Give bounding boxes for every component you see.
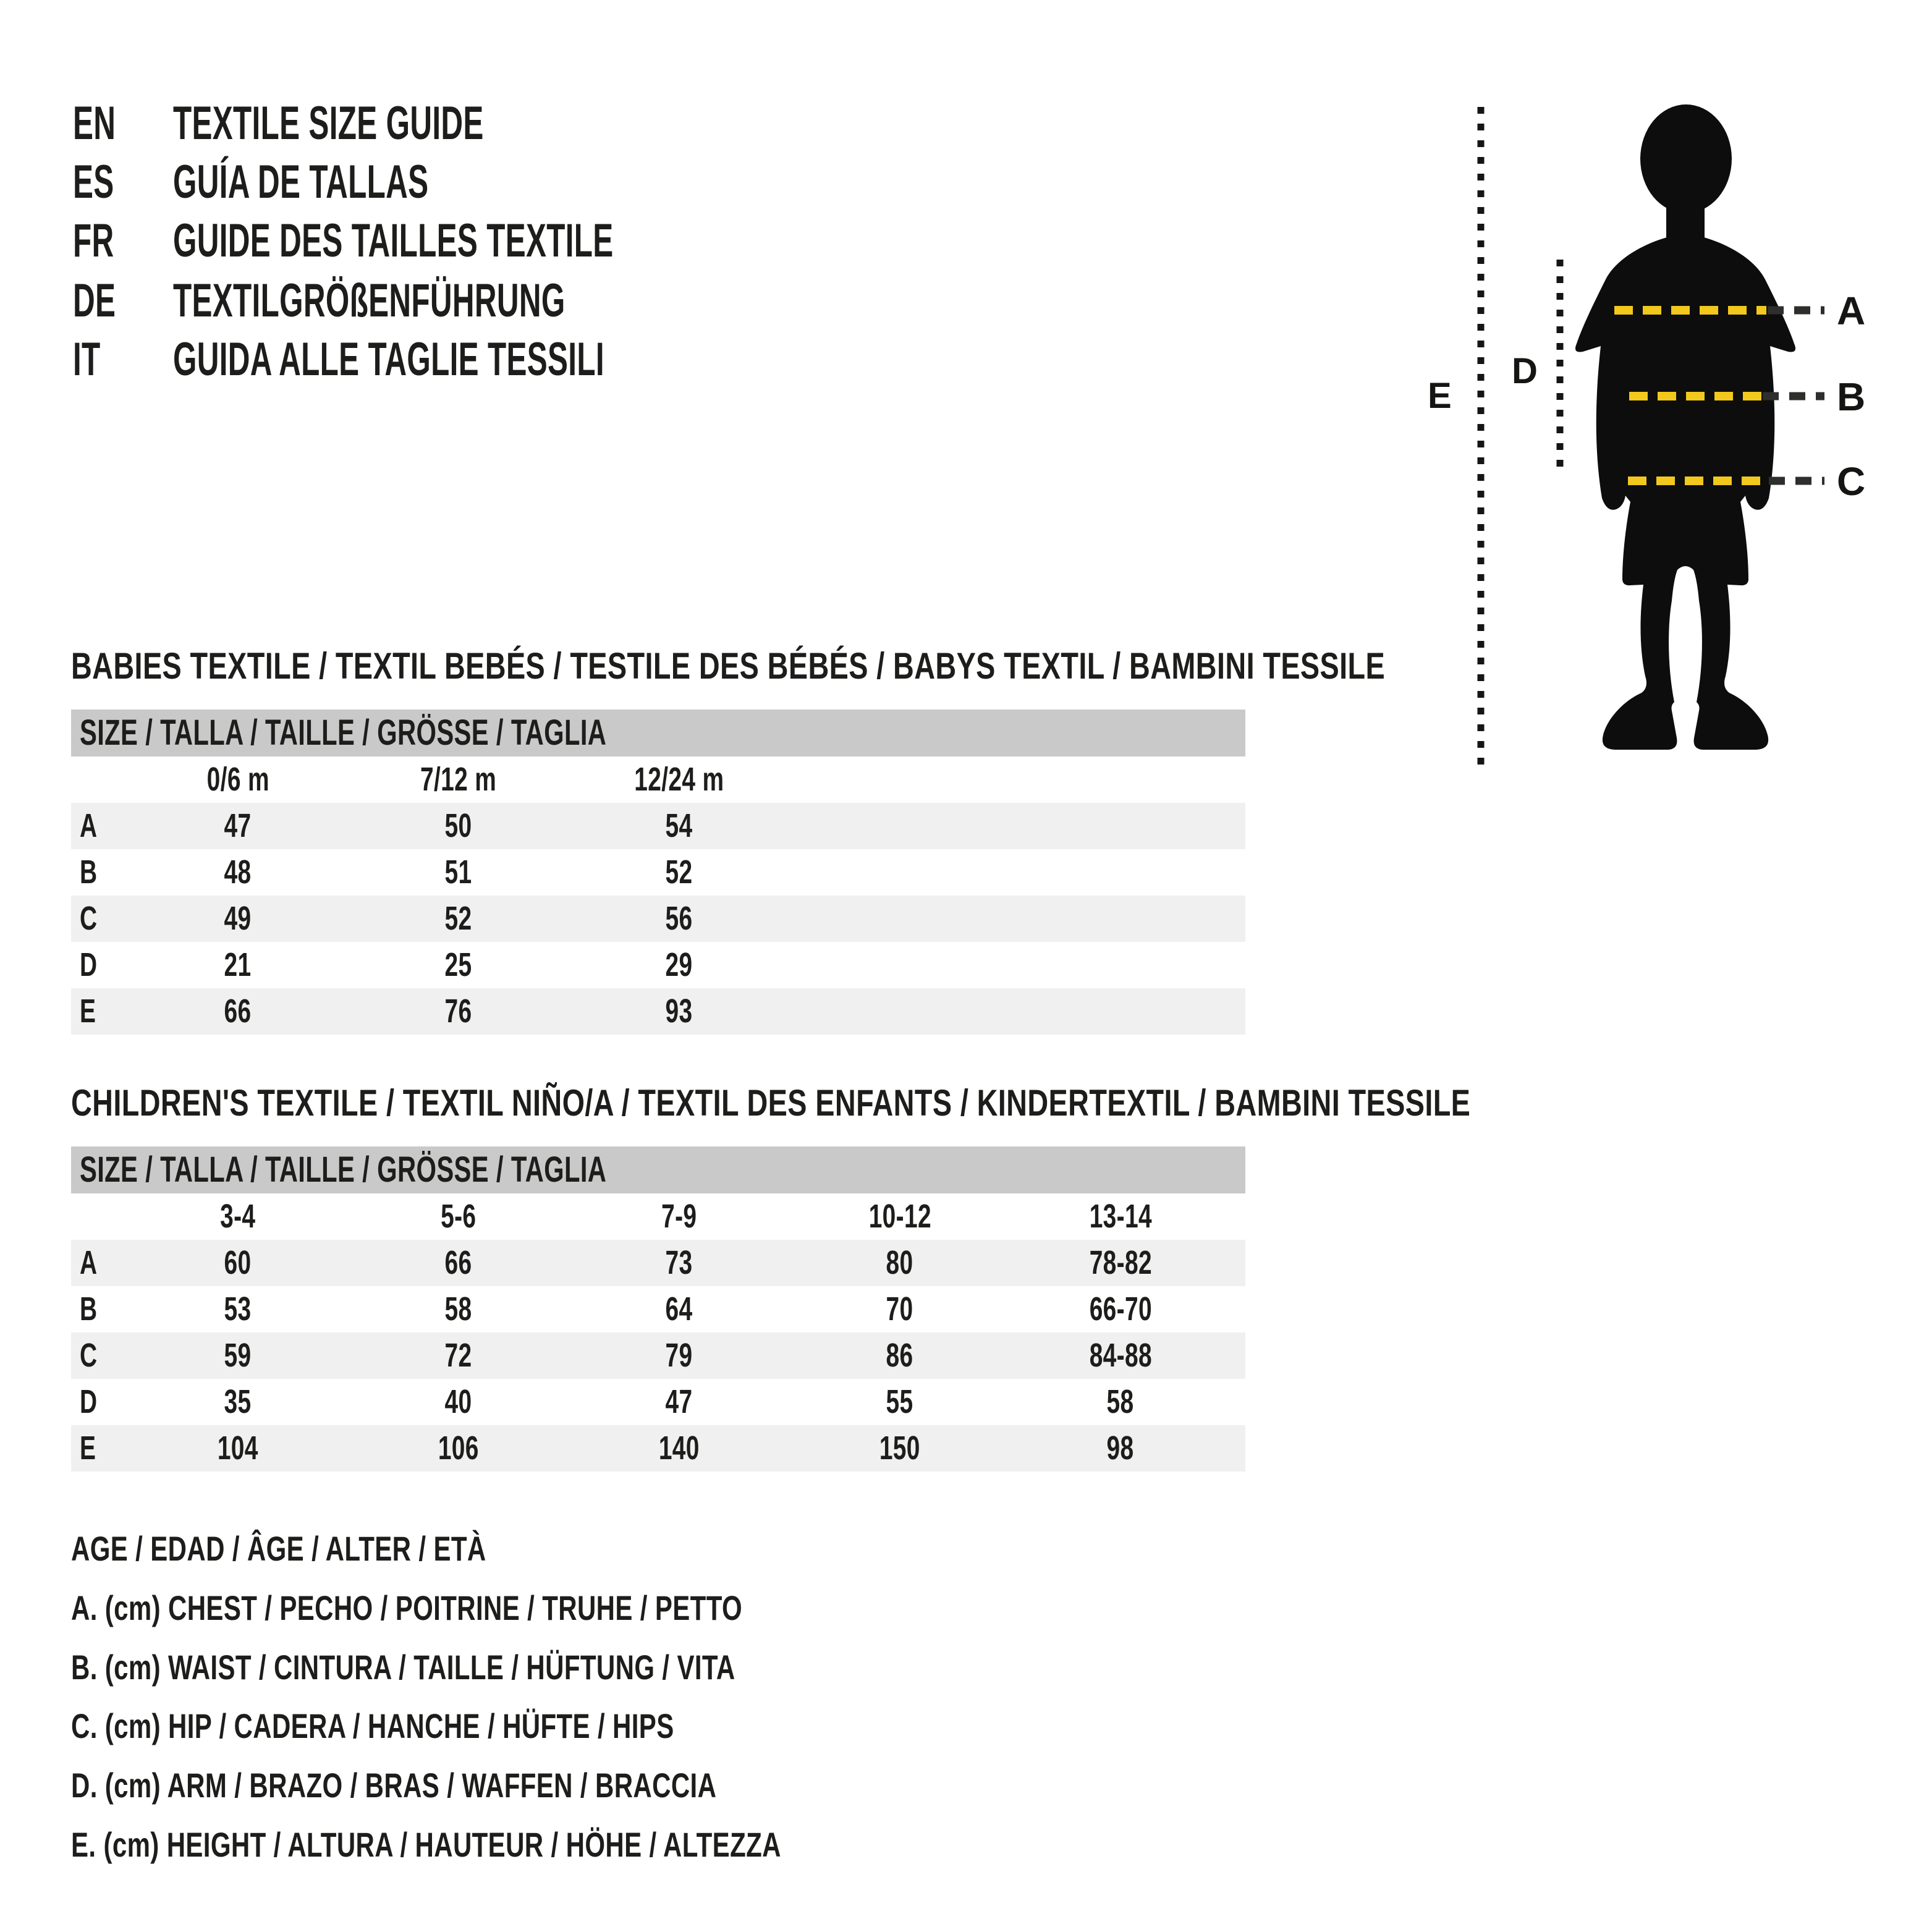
- children-column-header-row: 3-4 5-6 7-9 10-12 13-14: [71, 1193, 1245, 1240]
- legend-hip: C. (cm) HIP / CADERA / HANCHE / HÜFTE / …: [71, 1706, 674, 1745]
- children-size-header-text: SIZE / TALLA / TAILLE / GRÖSSE / TAGLIA: [80, 1150, 607, 1190]
- children-size-header-bar: SIZE / TALLA / TAILLE / GRÖSSE / TAGLIA: [71, 1146, 1245, 1193]
- lang-code-de: DE: [73, 274, 116, 327]
- children-col-0: 3-4: [220, 1198, 256, 1235]
- lang-title-es: GUÍA DE TALLAS: [173, 156, 429, 208]
- children-row-c: C 59 72 79 86 84-88: [71, 1332, 1245, 1379]
- legend-arm: D. (cm) ARM / BRAZO / BRAS / WAFFEN / BR…: [71, 1766, 717, 1805]
- lang-code-en: EN: [73, 97, 116, 150]
- height-label: E: [1428, 376, 1452, 416]
- lang-title-en: TEXTILE SIZE GUIDE: [173, 97, 484, 150]
- lang-title-de: TEXTILGRÖßENFÜHRUNG: [173, 274, 566, 327]
- child-silhouette-icon: [1575, 104, 1796, 750]
- babies-col-0: 0/6 m: [206, 761, 269, 798]
- babies-row-a: A 47 50 54: [71, 803, 1245, 849]
- measurement-figure: A B C D E: [1428, 104, 1865, 771]
- babies-row-e: E 66 76 93: [71, 988, 1245, 1035]
- babies-size-header-bar: SIZE / TALLA / TAILLE / GRÖSSE / TAGLIA: [71, 710, 1245, 756]
- hip-label: C: [1837, 459, 1865, 504]
- babies-row-d: D 21 25 29: [80, 946, 693, 983]
- children-col-4: 13-14: [1089, 1198, 1152, 1235]
- arm-label: D: [1512, 351, 1538, 391]
- children-col-1: 5-6: [441, 1198, 477, 1235]
- babies-col-1: 7/12 m: [420, 761, 497, 798]
- legend-chest: A. (cm) CHEST / PECHO / POITRINE / TRUHE…: [71, 1588, 743, 1627]
- lang-code-fr: FR: [73, 214, 114, 267]
- waist-label: B: [1837, 375, 1865, 419]
- lang-title-it: GUIDA ALLE TAGLIE TESSILI: [173, 333, 604, 386]
- children-section-title: CHILDREN'S TEXTILE / TEXTIL NIÑO/A / TEX…: [71, 1082, 1471, 1124]
- lang-code-it: IT: [73, 333, 101, 386]
- legend-height: E. (cm) HEIGHT / ALTURA / HAUTEUR / HÖHE…: [71, 1825, 781, 1864]
- children-col-3: 10-12: [868, 1198, 931, 1235]
- babies-section-title: BABIES TEXTILE / TEXTIL BEBÉS / TESTILE …: [71, 645, 1386, 687]
- children-col-2: 7-9: [661, 1198, 697, 1235]
- babies-column-header-row: 0/6 m 7/12 m 12/24 m: [71, 756, 1245, 803]
- lang-code-es: ES: [73, 156, 114, 208]
- legend-age: AGE / EDAD / ÂGE / ALTER / ETÀ: [71, 1529, 486, 1568]
- chest-label: A: [1837, 289, 1865, 333]
- children-row-e: E 104 106 140 150 98: [71, 1425, 1245, 1472]
- legend-waist: B. (cm) WAIST / CINTURA / TAILLE / HÜFTU…: [71, 1648, 735, 1687]
- children-row-a: A 60 66 73 80 78-82: [71, 1240, 1245, 1286]
- lang-title-fr: GUIDE DES TAILLES TEXTILE: [173, 214, 614, 267]
- babies-row-b: B 48 51 52: [80, 854, 693, 891]
- babies-size-header-text: SIZE / TALLA / TAILLE / GRÖSSE / TAGLIA: [80, 713, 607, 753]
- children-row-d: D 35 40 47 55 58: [80, 1383, 1134, 1420]
- babies-row-c: C 49 52 56: [71, 896, 1245, 942]
- children-row-b: B 53 58 64 70 66-70: [80, 1290, 1152, 1328]
- babies-col-2: 12/24 m: [634, 761, 724, 798]
